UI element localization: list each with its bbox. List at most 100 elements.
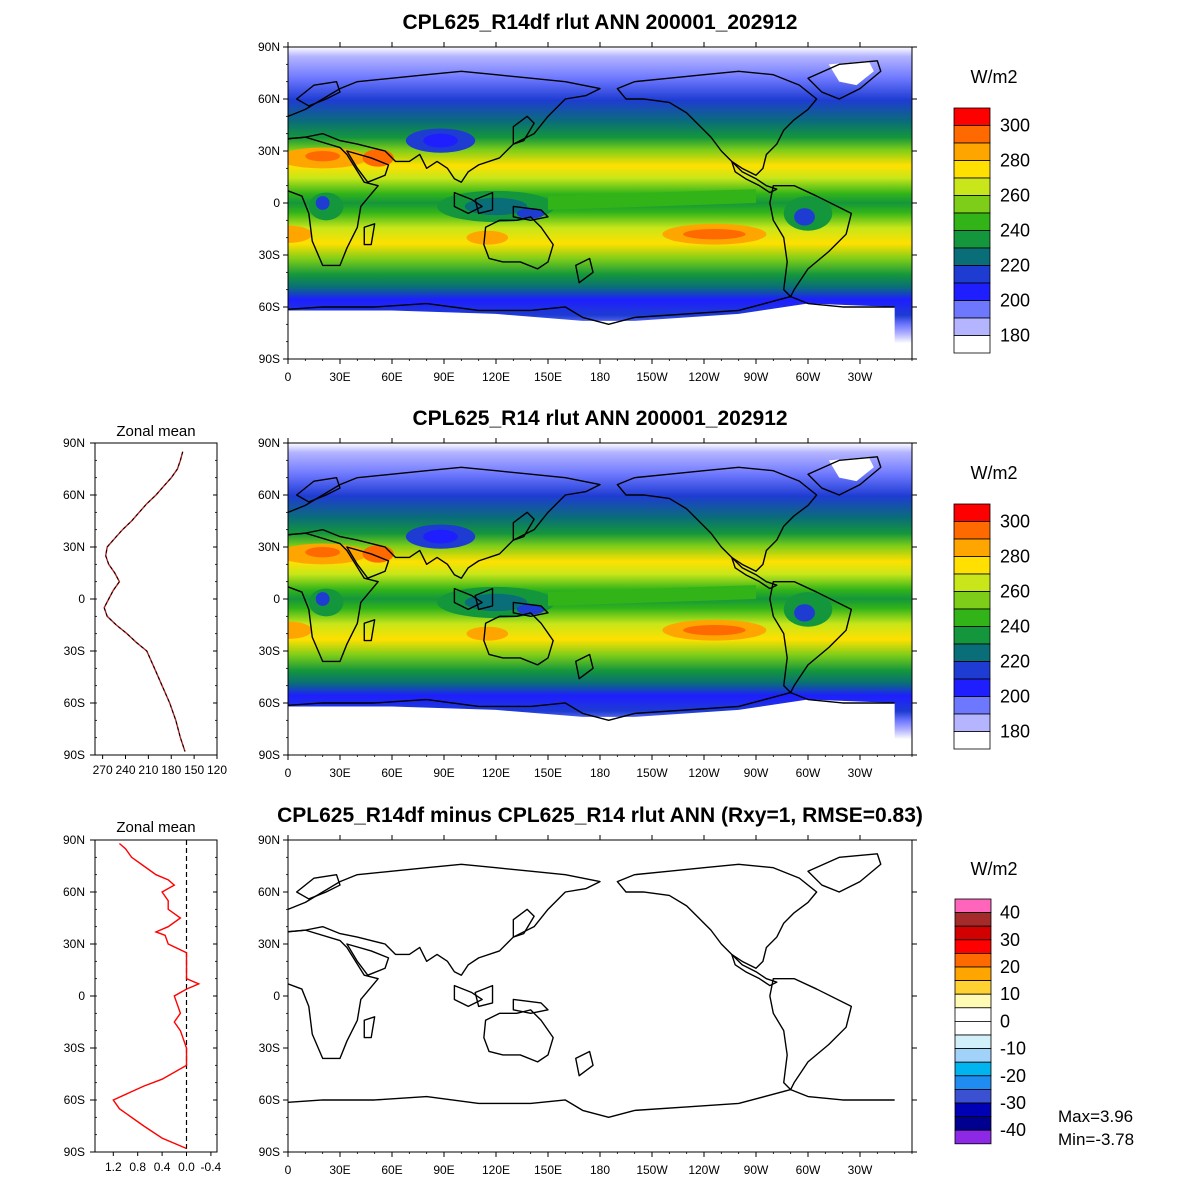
colorbar-swatch	[953, 107, 991, 126]
colorbar-swatch	[953, 195, 991, 214]
panel-title-bottom: CPL625_R14df minus CPL625_R14 rlut ANN (…	[277, 804, 923, 827]
zm-x-label: 240	[115, 763, 135, 777]
lon-tick-label: 90E	[433, 370, 454, 384]
colorbar-swatch	[954, 1089, 992, 1104]
colorbar-swatch	[953, 503, 991, 522]
colorbar-label: 280	[1000, 547, 1030, 567]
colorbar-swatch	[954, 966, 992, 982]
zm-series-line	[112, 842, 201, 1150]
lat-tick-label: 90S	[259, 748, 280, 762]
colorbar-swatch	[954, 1116, 992, 1131]
colorbar-swatch	[954, 925, 992, 941]
lon-tick-label: 90W	[744, 766, 769, 780]
lon-tick-label: 120W	[688, 766, 720, 780]
lon-tick-label: 180	[590, 766, 610, 780]
zm-x-label: 150	[184, 763, 204, 777]
lon-tick-label: 120W	[688, 370, 720, 384]
colorbar-swatch	[953, 317, 991, 336]
zm-x-label: 0.0	[178, 1160, 195, 1174]
lon-tick-label: 0	[285, 1163, 292, 1177]
lat-tick-label: 30N	[258, 937, 280, 951]
lon-tick-label: 30E	[329, 1163, 350, 1177]
colorbar-swatch	[954, 1048, 992, 1063]
lon-tick-label: 60E	[381, 370, 402, 384]
lat-tick-label: 90N	[258, 436, 280, 450]
colorbar-label: 10	[1000, 984, 1020, 1004]
lat-tick-label: 90N	[258, 833, 280, 847]
zm-series-line-dashed	[103, 451, 186, 752]
colorbar-label: 30	[1000, 930, 1020, 950]
colorbar-units: W/m2	[971, 67, 1018, 87]
map-middle	[288, 443, 912, 755]
lat-tick-label: 90N	[258, 40, 280, 54]
lat-tick-label: 60N	[258, 885, 280, 899]
colorbar-label: 40	[1000, 903, 1020, 923]
colorbar-label: 240	[1000, 617, 1030, 637]
panel-title-middle: CPL625_R14 rlut ANN 200001_202912	[412, 407, 787, 430]
colorbar-swatch	[954, 980, 992, 995]
map-top	[288, 47, 912, 359]
lat-tick-label: 30N	[258, 540, 280, 554]
zm-x-label: -0.4	[201, 1160, 222, 1174]
lat-tick-label: 60S	[259, 696, 280, 710]
zm-x-label: 0.8	[129, 1160, 146, 1174]
colorbar-label: 200	[1000, 291, 1030, 311]
colorbar-swatch	[953, 142, 991, 161]
lat-tick-label: 0	[273, 196, 280, 210]
lon-tick-label: 180	[590, 370, 610, 384]
colorbar-swatch	[953, 556, 991, 575]
zm-lat-label: 30N	[63, 540, 85, 554]
zm-lat-label: 90N	[63, 833, 85, 847]
colorbar-label: 220	[1000, 256, 1030, 276]
colorbar-swatch	[953, 591, 991, 610]
colorbar-label: -30	[1000, 1093, 1026, 1113]
colorbar-swatch	[954, 1129, 992, 1145]
lon-tick-label: 30E	[329, 370, 350, 384]
colorbar-units: W/m2	[971, 463, 1018, 483]
lon-tick-label: 60E	[381, 766, 402, 780]
zm-lat-label: 0	[78, 989, 85, 1003]
colorbar-label: 300	[1000, 116, 1030, 136]
lon-tick-label: 150E	[534, 766, 562, 780]
zm-lat-label: 30S	[64, 1041, 85, 1055]
zm-lat-label: 30S	[64, 644, 85, 658]
colorbar-label: -20	[1000, 1066, 1026, 1086]
lon-tick-label: 60W	[796, 1163, 821, 1177]
colorbar-label: 300	[1000, 512, 1030, 532]
colorbar-swatch	[953, 177, 991, 196]
lon-tick-label: 60W	[796, 370, 821, 384]
lat-tick-label: 0	[273, 592, 280, 606]
colorbar-label: 180	[1000, 722, 1030, 742]
colorbar-swatch	[953, 608, 991, 627]
lon-tick-label: 120E	[482, 370, 510, 384]
colorbar-label: 240	[1000, 221, 1030, 241]
colorbar-swatch	[953, 626, 991, 645]
lon-tick-label: 30W	[848, 370, 873, 384]
lon-tick-label: 60E	[381, 1163, 402, 1177]
lon-tick-label: 90W	[744, 1163, 769, 1177]
colorbar-swatch	[953, 661, 991, 680]
colorbar-label: 220	[1000, 652, 1030, 672]
colorbar-label: -40	[1000, 1120, 1026, 1140]
lon-tick-label: 150E	[534, 1163, 562, 1177]
lon-tick-label: 30E	[329, 766, 350, 780]
lon-tick-label: 0	[285, 370, 292, 384]
colorbar-swatch	[953, 282, 991, 301]
colorbar-swatch	[953, 731, 991, 750]
colorbar-swatch	[954, 939, 992, 954]
lat-tick-label: 30S	[259, 248, 280, 262]
zm-lat-label: 0	[78, 592, 85, 606]
lon-tick-label: 120E	[482, 766, 510, 780]
colorbar-swatch	[953, 160, 991, 179]
lat-tick-label: 30S	[259, 644, 280, 658]
colorbar-swatch	[953, 265, 991, 284]
colorbar-swatch	[953, 538, 991, 557]
lon-tick-label: 150E	[534, 370, 562, 384]
zm-x-label: 270	[93, 763, 113, 777]
colorbar-swatch	[954, 953, 992, 968]
lon-tick-label: 90E	[433, 1163, 454, 1177]
colorbar-label: 280	[1000, 151, 1030, 171]
zonal-mean-bottom: Zonal mean 90N 60N 30N 0 30S 60S 90S 1.2 0.8 0.4 0…	[63, 819, 222, 1174]
colorbar-swatch	[953, 335, 991, 354]
